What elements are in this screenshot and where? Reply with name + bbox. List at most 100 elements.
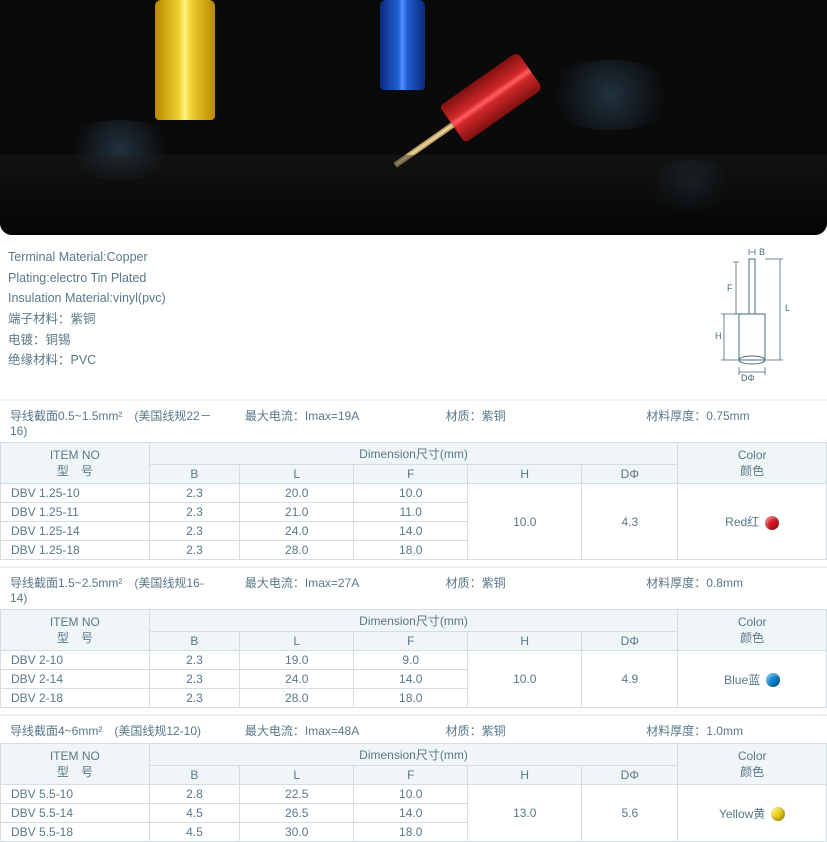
table-row: DBV 2-102.319.09.010.04.9Blue蓝 — [1, 651, 827, 670]
cell-b: 4.5 — [149, 804, 240, 823]
cell-b: 2.3 — [149, 651, 240, 670]
diag-label-f: F — [727, 283, 733, 293]
cell-d: 4.9 — [582, 651, 678, 708]
cell-item: DBV 5.5-10 — [1, 785, 150, 804]
mat-zh-3: 绝缘材料：PVC — [8, 350, 659, 371]
cell-f: 18.0 — [354, 689, 468, 708]
cell-item: DBV 1.25-11 — [1, 503, 150, 522]
spec-section: 导线截面4~6mm² (美国线规12-10)最大电流：Imax=48A材质：紫铜… — [0, 714, 827, 842]
max-current: 最大电流：Imax=27A — [245, 574, 416, 605]
spec-table: ITEM NO型 号 Dimension尺寸(mm) Color颜色 BLFHD… — [0, 609, 827, 708]
cell-b: 4.5 — [149, 823, 240, 842]
color-dot — [771, 807, 785, 821]
materials-text: Terminal Material:Copper Plating:electro… — [8, 247, 659, 385]
cell-f: 11.0 — [354, 503, 468, 522]
col-dimension: Dimension尺寸(mm) — [149, 443, 678, 465]
cell-item: DBV 5.5-18 — [1, 823, 150, 842]
col-item-en: ITEM NO — [5, 448, 145, 462]
col-B: B — [149, 465, 240, 484]
max-current: 最大电流：Imax=19A — [245, 407, 416, 438]
col-item-en: ITEM NO — [5, 615, 145, 629]
cell-item: DBV 1.25-10 — [1, 484, 150, 503]
cell-b: 2.8 — [149, 785, 240, 804]
col-color-zh: 颜色 — [682, 462, 822, 479]
cell-l: 24.0 — [240, 670, 354, 689]
col-color-zh: 颜色 — [682, 629, 822, 646]
cell-b: 2.3 — [149, 689, 240, 708]
col-L: L — [240, 465, 354, 484]
mat-en-3: Insulation Material:vinyl(pvc) — [8, 288, 659, 309]
info-row: Terminal Material:Copper Plating:electro… — [0, 235, 827, 393]
col-dimension: Dimension尺寸(mm) — [149, 744, 678, 766]
spec-section: 导线截面1.5~2.5mm² (美国线规16-14) 最大电流：Imax=27A 材… — [0, 566, 827, 708]
terminal-yellow — [155, 0, 215, 120]
cell-l: 30.0 — [240, 823, 354, 842]
col-L: L — [240, 766, 354, 785]
col-item-en: ITEM NO — [5, 749, 145, 763]
col-item-zh: 型 号 — [5, 462, 145, 479]
cell-b: 2.3 — [149, 484, 240, 503]
cross-section: 导线截面4~6mm² (美国线规12-10) — [10, 722, 215, 739]
cell-b: 2.3 — [149, 522, 240, 541]
color-dot — [766, 673, 780, 687]
col-F: F — [354, 766, 468, 785]
cell-f: 10.0 — [354, 785, 468, 804]
color-dot — [765, 516, 779, 530]
cell-f: 10.0 — [354, 484, 468, 503]
cell-b: 2.3 — [149, 541, 240, 560]
col-item-zh: 型 号 — [5, 629, 145, 646]
cell-color: Blue蓝 — [678, 651, 827, 708]
cell-item: DBV 2-10 — [1, 651, 150, 670]
cell-item: DBV 2-14 — [1, 670, 150, 689]
diag-label-h: H — [715, 331, 722, 341]
cell-d: 4.3 — [582, 484, 678, 560]
cell-l: 24.0 — [240, 522, 354, 541]
cell-h: 10.0 — [468, 651, 582, 708]
cell-b: 2.3 — [149, 670, 240, 689]
thickness: 材料厚度：1.0mm — [646, 722, 817, 739]
col-H: H — [468, 465, 582, 484]
cell-color: Yellow黄 — [678, 785, 827, 842]
cell-l: 19.0 — [240, 651, 354, 670]
spec-line: 导线截面1.5~2.5mm² (美国线规16-14) 最大电流：Imax=27A 材… — [0, 568, 827, 609]
cell-f: 14.0 — [354, 804, 468, 823]
spec-line: 导线截面4~6mm² (美国线规12-10)最大电流：Imax=48A材质：紫铜… — [0, 716, 827, 743]
cell-l: 28.0 — [240, 541, 354, 560]
cell-item: DBV 1.25-18 — [1, 541, 150, 560]
cell-color: Red红 — [678, 484, 827, 560]
material: 材质：紫铜 — [446, 407, 617, 438]
col-H: H — [468, 632, 582, 651]
col-DΦ: DΦ — [582, 766, 678, 785]
spec-section: 导线截面0.5~1.5mm² (美国线规22－16)最大电流：Imax=19A材… — [0, 399, 827, 560]
cell-f: 9.0 — [354, 651, 468, 670]
col-DΦ: DΦ — [582, 465, 678, 484]
mat-en-1: Terminal Material:Copper — [8, 247, 659, 268]
col-item-zh: 型 号 — [5, 763, 145, 780]
col-H: H — [468, 766, 582, 785]
cell-b: 2.3 — [149, 503, 240, 522]
cell-item: DBV 2-18 — [1, 689, 150, 708]
thickness: 材料厚度：0.75mm — [646, 407, 817, 438]
material: 材质：紫铜 — [446, 722, 617, 739]
cell-l: 28.0 — [240, 689, 354, 708]
material: 材质：紫铜 — [446, 574, 617, 605]
col-DΦ: DΦ — [582, 632, 678, 651]
cell-l: 20.0 — [240, 484, 354, 503]
dimension-diagram: B F L H DΦ — [679, 247, 819, 385]
col-L: L — [240, 632, 354, 651]
cell-h: 10.0 — [468, 484, 582, 560]
col-color-en: Color — [682, 448, 822, 462]
col-B: B — [149, 632, 240, 651]
table-row: DBV 1.25-102.320.010.010.04.3Red红 — [1, 484, 827, 503]
diag-label-b: B — [759, 247, 765, 257]
col-color-en: Color — [682, 615, 822, 629]
cross-section: 导线截面1.5~2.5mm² (美国线规16-14) — [10, 574, 215, 605]
cell-l: 21.0 — [240, 503, 354, 522]
col-F: F — [354, 632, 468, 651]
mat-zh-1: 端子材料：紫铜 — [8, 309, 659, 330]
table-row: DBV 5.5-102.822.510.013.05.6Yellow黄 — [1, 785, 827, 804]
terminal-blue — [380, 0, 425, 90]
col-dimension: Dimension尺寸(mm) — [149, 610, 678, 632]
cell-d: 5.6 — [582, 785, 678, 842]
hero-product-image — [0, 0, 827, 235]
